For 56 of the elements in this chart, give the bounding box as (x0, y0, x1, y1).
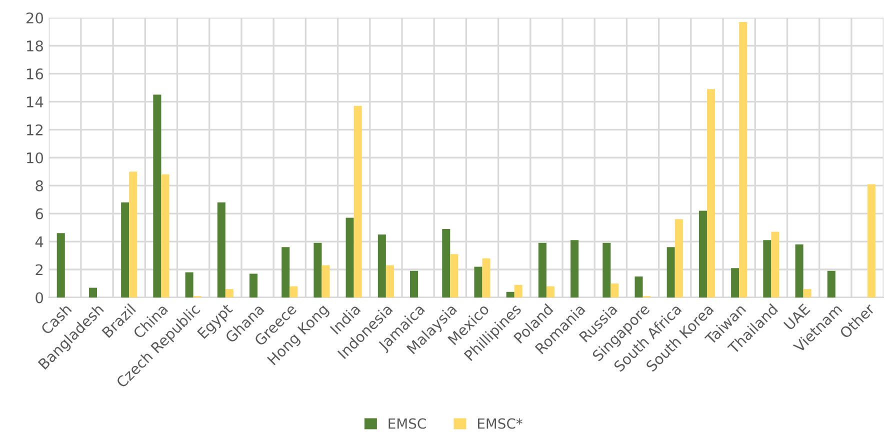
bar (129, 172, 138, 298)
bar (442, 228, 450, 298)
bar (731, 268, 740, 298)
bar (290, 286, 298, 298)
y-tick-label: 14 (27, 96, 44, 108)
bar (771, 232, 780, 298)
bar (346, 218, 354, 298)
bar (795, 244, 804, 298)
bar (450, 254, 458, 298)
bar (482, 258, 490, 298)
bar (868, 184, 876, 298)
bar (610, 283, 619, 298)
bar (602, 242, 611, 298)
bar (474, 266, 482, 298)
legend-label: EMSC (388, 418, 426, 429)
bar (698, 210, 707, 298)
y-tick-label: 0 (36, 292, 44, 304)
bar (225, 289, 234, 298)
bar (763, 240, 772, 298)
y-tick-label: 8 (36, 180, 43, 192)
bar (386, 265, 394, 298)
y-tick-label: 10 (27, 152, 44, 164)
bar (56, 233, 65, 298)
bar (314, 242, 322, 298)
y-tick-label: 20 (26, 12, 44, 24)
bar (88, 288, 97, 298)
bar (570, 240, 579, 298)
bar (354, 106, 362, 298)
bar (161, 174, 170, 298)
bar (706, 89, 716, 298)
bar (378, 234, 386, 298)
bar (217, 202, 226, 298)
bar (121, 202, 130, 298)
y-tick-label: 16 (27, 68, 44, 80)
bar (538, 242, 546, 298)
y-tick-label: 4 (35, 236, 44, 248)
bar (674, 219, 683, 298)
y-tick-label: 12 (27, 124, 43, 136)
bar (282, 247, 290, 298)
bar (506, 292, 514, 298)
bar (666, 247, 675, 298)
bar (153, 94, 162, 298)
bar (322, 265, 330, 298)
bar (827, 270, 836, 298)
y-tick-label: 6 (36, 208, 44, 220)
bar (410, 270, 418, 298)
bar (546, 286, 554, 298)
bar (514, 284, 522, 298)
bar (185, 272, 194, 298)
bar (634, 276, 643, 298)
bar (803, 289, 812, 298)
bar (739, 22, 748, 298)
y-tick-label: 18 (27, 40, 43, 52)
legend-label: EMSC* (478, 418, 522, 429)
bar (249, 274, 258, 298)
y-tick-label: 2 (36, 264, 43, 276)
